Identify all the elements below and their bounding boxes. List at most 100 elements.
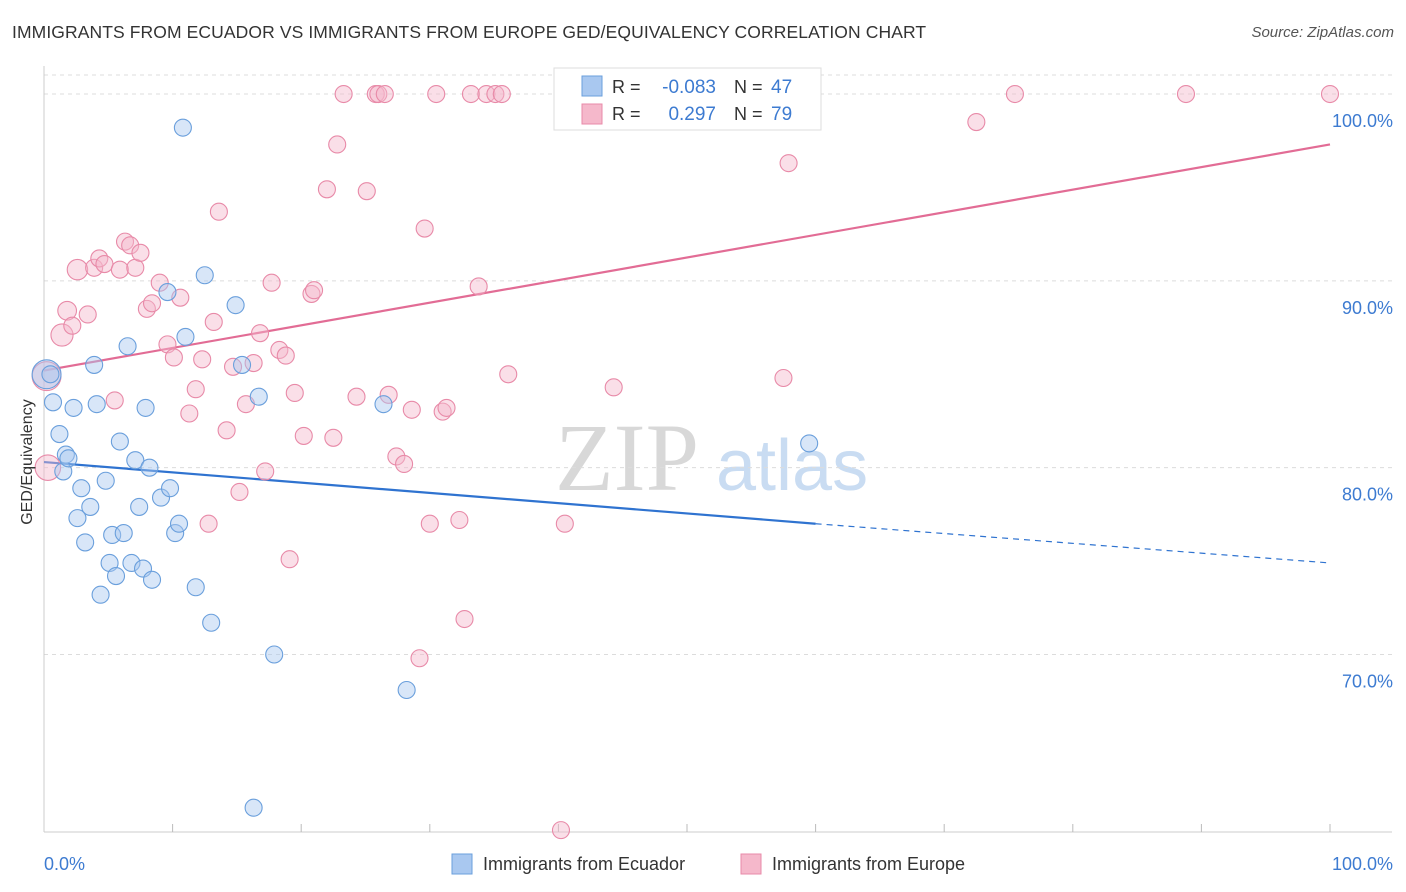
ecuador-point [397, 680, 416, 700]
ecuador-point [244, 798, 263, 817]
europe-point [66, 258, 89, 281]
europe-point [967, 112, 986, 132]
ecuador-point [31, 359, 62, 390]
europe-point [256, 462, 275, 481]
europe-point [1005, 84, 1024, 104]
europe-point [437, 398, 456, 417]
stats-legend: R = -0.083 N = 47 R = 0.297 N = 79 [553, 67, 822, 131]
stats-n-value-europe: 79 [771, 104, 792, 125]
europe-point [420, 514, 439, 533]
europe-point [180, 404, 199, 423]
watermark-atlas: atlas [716, 426, 868, 506]
chart-title: IMMIGRANTS FROM ECUADOR VS IMMIGRANTS FR… [12, 22, 927, 42]
ecuador-point [118, 337, 137, 356]
ecuador-point [126, 451, 145, 470]
europe-point [217, 421, 236, 440]
europe-point [131, 243, 150, 262]
europe-point [410, 649, 429, 668]
watermark: ZIP atlas [555, 404, 868, 511]
europe-point [78, 305, 97, 324]
europe-point [1176, 84, 1196, 104]
ecuador-point [158, 283, 177, 302]
ecuador-point [59, 449, 78, 468]
ecuador-point [195, 266, 214, 285]
europe-point [110, 260, 129, 279]
europe-point [774, 368, 793, 388]
ecuador-point [64, 398, 83, 417]
stats-r-label-europe: R = [612, 104, 641, 124]
europe-point [427, 84, 446, 104]
europe-point [34, 454, 62, 481]
europe-point [250, 324, 270, 343]
source-label: Source: ZipAtlas.com [1251, 24, 1394, 41]
europe-point [280, 550, 299, 569]
europe-point [244, 354, 263, 373]
ecuador-point [41, 365, 60, 384]
y-tick-label: 100.0% [1332, 111, 1393, 131]
europe-point [492, 84, 511, 104]
y-tick-label: 70.0% [1342, 672, 1393, 692]
europe-point [285, 383, 304, 403]
ecuador-points [31, 118, 819, 817]
ecuador-point [114, 524, 133, 543]
europe-point [50, 323, 74, 347]
ecuador-point [130, 497, 149, 516]
ecuador-trend-line [43, 460, 816, 525]
europe-point [317, 180, 336, 199]
europe-trend-line [43, 143, 1331, 372]
europe-point [204, 312, 223, 332]
europe-point [230, 482, 249, 502]
europe-point [158, 335, 177, 354]
ecuador-point [232, 355, 252, 374]
trend-lines [43, 143, 1331, 564]
europe-point [105, 391, 124, 410]
ecuador-point [374, 395, 393, 414]
stats-n-value-ecuador: 47 [771, 77, 792, 98]
legend-swatch-europe [581, 103, 603, 125]
ecuador-point [173, 118, 192, 137]
ecuador-point [68, 509, 87, 528]
ecuador-point [103, 525, 122, 544]
series-legend: Immigrants from Ecuador Immigrants from … [451, 853, 965, 875]
europe-point [347, 387, 366, 406]
ecuador-point [142, 570, 162, 589]
europe-point [57, 300, 78, 321]
europe-point [90, 249, 109, 268]
europe-point [209, 202, 228, 221]
ecuador-point [96, 471, 115, 490]
europe-point [379, 385, 398, 404]
y-tick-label: 80.0% [1342, 485, 1393, 505]
ecuador-point [106, 566, 126, 586]
ecuador-point [160, 479, 180, 498]
europe-point [164, 348, 183, 367]
ecuador-point [202, 613, 221, 632]
ecuador-point [50, 425, 69, 444]
europe-point [262, 273, 281, 292]
ecuador-point [72, 479, 91, 498]
europe-point [779, 154, 798, 173]
europe-point [186, 380, 205, 399]
europe-point [95, 254, 114, 274]
europe-point [395, 454, 414, 473]
legend-swatch-ecuador [581, 75, 603, 97]
europe-point [63, 316, 82, 335]
ecuador-point [176, 327, 195, 346]
europe-point [551, 821, 571, 840]
ecuador-point [91, 585, 110, 604]
series-legend-label-ecuador: Immigrants from Ecuador [483, 854, 685, 874]
ecuador-point [166, 524, 185, 543]
y-axis-label: GED/Equivalency [19, 399, 36, 524]
europe-point [375, 84, 394, 104]
stats-n-label-europe: N = [734, 104, 763, 124]
europe-point [324, 428, 343, 447]
europe-point [461, 84, 481, 104]
europe-point [455, 609, 474, 629]
y-tick-label: 90.0% [1342, 298, 1393, 318]
europe-point [469, 277, 488, 296]
europe-point [305, 281, 324, 300]
europe-point [334, 84, 353, 104]
series-legend-label-europe: Immigrants from Europe [772, 854, 965, 874]
series-legend-swatch-ecuador [451, 853, 473, 875]
ecuador-point [100, 553, 119, 573]
europe-point [415, 219, 434, 238]
